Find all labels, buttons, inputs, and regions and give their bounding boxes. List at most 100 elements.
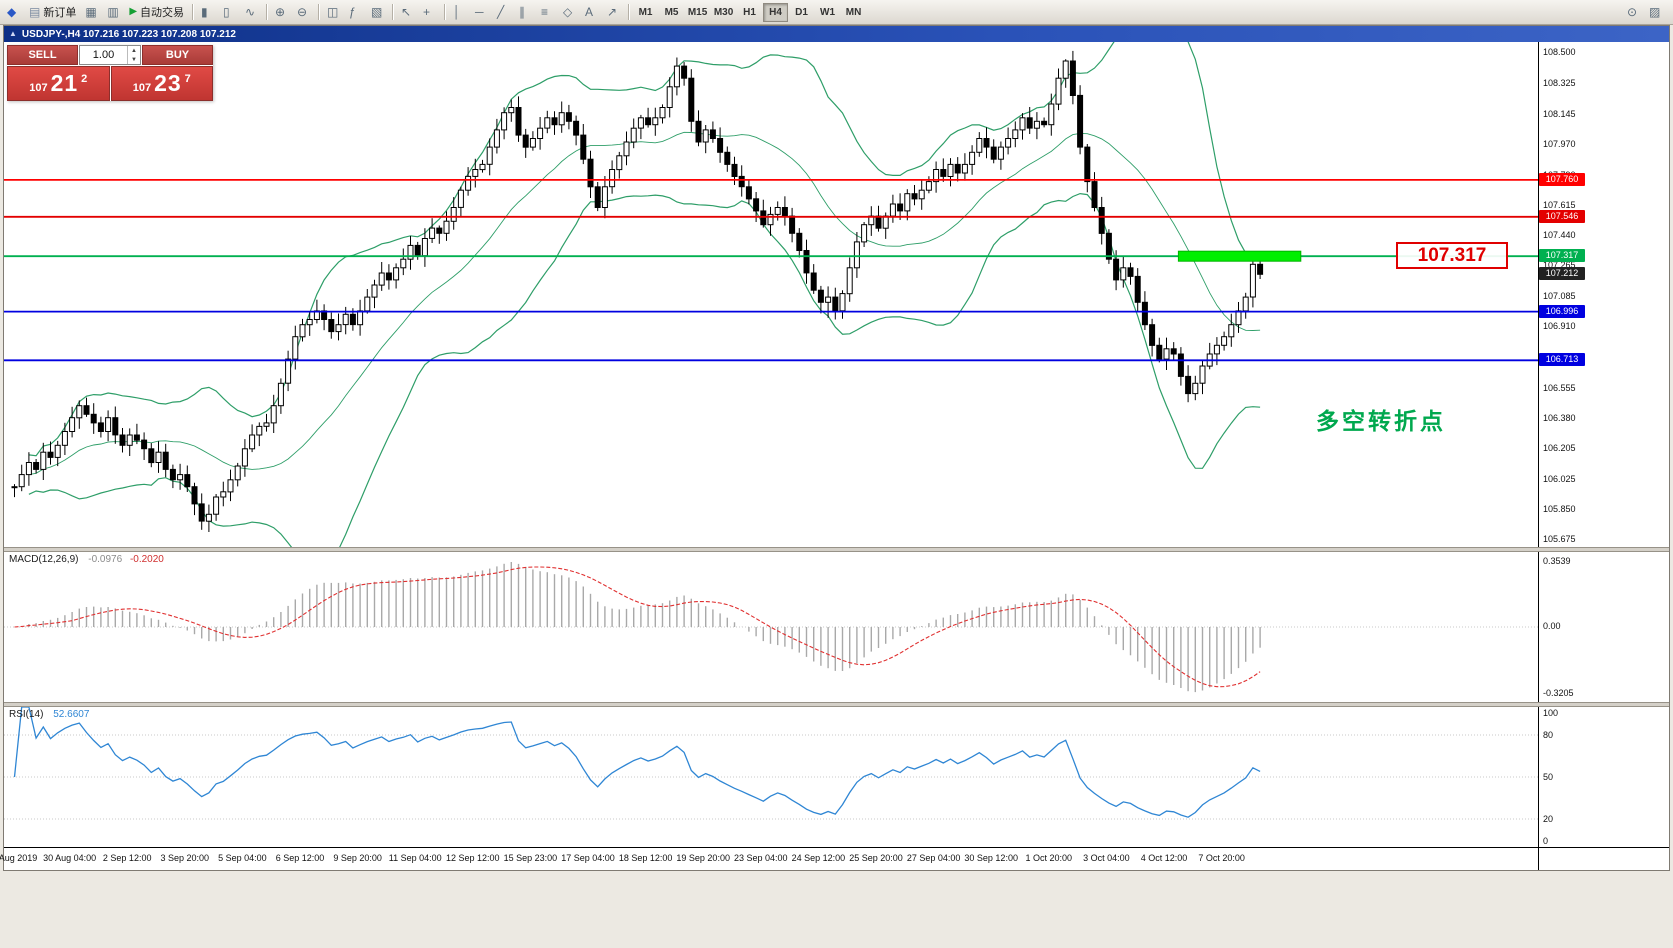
macd-header: MACD(12,26,9) -0.0976 -0.2020 [9,554,164,565]
text-label-button[interactable]: A [581,2,602,22]
text-label-icon: A [585,5,594,19]
macd-chart[interactable]: MACD(12,26,9) -0.0976 -0.2020 [4,552,1538,702]
layouts-button[interactable]: ▨ [1645,2,1666,22]
macd-canvas[interactable] [4,552,1538,702]
macd-axis[interactable]: 0.3539 0.00 -0.3205 [1538,552,1669,702]
crosshair-button[interactable]: + [419,2,440,22]
timeframe-h1-button[interactable]: H1 [737,3,762,22]
volume-value[interactable]: 1.00 [92,49,115,61]
macd-panel: MACD(12,26,9) -0.0976 -0.2020 0.3539 0.00… [4,552,1669,702]
trendline-button[interactable]: ╱ [493,2,514,22]
panel-splitter[interactable] [4,702,1669,707]
price-axis[interactable]: 108.500108.325108.145107.970107.790107.6… [1538,42,1669,547]
sell-price-prefix: 107 [29,81,48,94]
app-menu-button[interactable]: ◆ [3,2,24,22]
chart-candles-button[interactable]: ▯ [219,2,240,22]
rsi-value: 52.6607 [53,709,90,720]
tile-windows-icon: ◫ [327,5,339,19]
zoom-out-button[interactable]: ⊖ [293,2,314,22]
timeframe-m1-button[interactable]: M1 [633,3,658,22]
macd-tick: 0.00 [1543,621,1561,631]
candlestick-canvas[interactable] [4,42,1538,547]
macd-signal-value: -0.2020 [129,554,164,565]
price-tick: 105.850 [1543,504,1576,515]
timeframe-w1-button[interactable]: W1 [815,3,840,22]
hline-price-label: 107.760 [1539,172,1585,186]
time-tick: 6 Sep 12:00 [275,853,325,863]
new-order-icon: ▤ [29,5,41,19]
channel-button[interactable]: ∥ [515,2,536,22]
fibonacci-button[interactable]: ≡ [537,2,558,22]
hline-price-label: 107.317 [1539,249,1585,263]
shapes-button[interactable]: ◇ [559,2,580,22]
rsi-panel: RSI(14) 52.6607 100 80 50 20 0 [4,707,1669,847]
profiles-button[interactable]: ▥ [103,2,124,22]
search-icon: ⊙ [1627,5,1638,19]
rsi-canvas[interactable] [4,707,1538,847]
indicators-button[interactable]: ƒ [345,2,366,22]
volume-down-icon[interactable]: ▼ [131,56,137,63]
arrows-button[interactable]: ↗ [603,2,624,22]
timeframe-h4-button[interactable]: H4 [763,2,789,22]
time-tick: 7 Oct 20:00 [1198,853,1245,863]
time-tick: 24 Sep 12:00 [791,853,846,863]
horizontal-line-button[interactable]: ─ [471,2,492,22]
search-button[interactable]: ⊙ [1623,2,1644,22]
sell-button[interactable]: SELL [7,45,78,65]
time-tick: 3 Oct 04:00 [1083,853,1130,863]
volume-up-icon[interactable]: ▲ [131,47,137,54]
volume-stepper[interactable]: 1.00 ▲ ▼ [79,45,141,65]
sell-price-button[interactable]: 107 21 2 [7,66,110,101]
rsi-chart[interactable]: RSI(14) 52.6607 [4,707,1538,847]
price-tick: 107.085 [1543,291,1576,302]
buy-price-sup: 7 [184,72,191,85]
time-tick: 3 Sep 20:00 [160,853,210,863]
toolbar-separator [266,4,268,20]
time-axis[interactable]: 28 Aug 2019 30 Aug 04:00 2 Sep 12:00 3 Sep … [0,848,1538,870]
price-callout-label[interactable]: 107.317 [1396,242,1508,270]
buy-price-button[interactable]: 107 23 7 [110,66,213,101]
chart-bars-button[interactable]: ▮ [197,2,218,22]
chart-candles-icon: ▯ [223,5,230,19]
chart-titlebar: ▲ USDJPY-,H4 107.216 107.223 107.208 107… [4,26,1669,42]
autotrade-button[interactable]: ▶ 自动交易 [125,2,188,22]
channel-icon: ∥ [519,5,526,19]
zoom-in-button[interactable]: ⊕ [271,2,292,22]
timeframe-m5-button[interactable]: M5 [659,3,684,22]
rsi-tick: 50 [1543,772,1554,782]
app-icon: ◆ [7,5,17,19]
price-tick: 106.025 [1543,473,1576,484]
time-tick: 25 Sep 20:00 [849,853,903,863]
price-tick: 108.145 [1543,108,1576,119]
rsi-tick: 20 [1543,814,1554,824]
new-order-button[interactable]: ▤ 新订单 [25,2,80,22]
templates-button[interactable]: ▧ [367,2,388,22]
toolbar-separator [628,4,630,20]
price-tick: 107.265 [1543,260,1576,271]
timeframe-d1-button[interactable]: D1 [789,3,814,22]
chart-window-button[interactable]: ▦ [81,2,102,22]
price-tick: 106.910 [1543,321,1576,332]
vertical-line-button[interactable]: │ [449,2,470,22]
tile-windows-button[interactable]: ◫ [323,2,344,22]
toolbar-separator [392,4,394,20]
chart-line-button[interactable]: ∿ [241,2,262,22]
turning-point-annotation[interactable]: 多空转折点 [1316,408,1446,435]
panel-splitter[interactable] [4,547,1669,552]
cursor-button[interactable]: ↖ [397,2,418,22]
price-tick: 107.615 [1543,199,1576,210]
timeframe-mn-button[interactable]: MN [841,3,866,22]
timeframe-m15-button[interactable]: M15 [685,3,710,22]
chart-window: ▲ USDJPY-,H4 107.216 107.223 107.208 107… [0,25,1670,871]
rsi-axis[interactable]: 100 80 50 20 0 [1538,707,1669,847]
current-price-label: 107.212 [1539,267,1585,281]
chart-symbol-icon: ▲ [9,29,17,38]
main-chart[interactable]: SELL 1.00 ▲ ▼ BUY 107 2 [4,42,1538,547]
price-tick: 108.500 [1543,47,1576,58]
buy-button[interactable]: BUY [142,45,213,65]
timeframe-m30-button[interactable]: M30 [711,3,736,22]
time-tick: 18 Sep 12:00 [618,853,673,863]
macd-tick: 0.3539 [1543,556,1571,566]
time-tick: 4 Oct 12:00 [1140,853,1188,863]
